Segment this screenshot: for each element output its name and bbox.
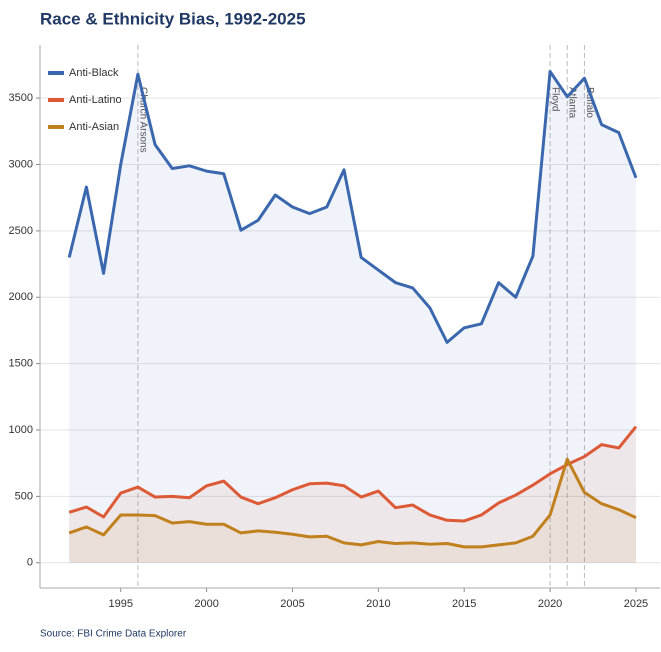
source: Source: FBI Crime Data Explorer bbox=[40, 629, 187, 640]
legend-label: Anti-Latino bbox=[69, 94, 122, 106]
series-line bbox=[67, 70, 638, 344]
y-tick-label: 1500 bbox=[9, 358, 33, 370]
x-tick-label: 1995 bbox=[108, 598, 132, 610]
y-tick-label: 2500 bbox=[9, 225, 33, 237]
y-tick-label: 2000 bbox=[9, 291, 33, 303]
annotation-label: Church Arsons bbox=[137, 87, 148, 153]
series-line bbox=[68, 457, 637, 549]
area bbox=[69, 71, 636, 563]
x-tick-label: 2000 bbox=[194, 598, 218, 610]
area bbox=[69, 459, 636, 563]
x-tick-label: 2005 bbox=[280, 598, 304, 610]
x-tick-label: 2020 bbox=[538, 598, 562, 610]
y-tick-label: 1000 bbox=[9, 424, 33, 436]
annotation-label: Floyd bbox=[549, 87, 560, 111]
chart-title: Race & Ethnicity Bias, 1992-2025 bbox=[40, 9, 306, 28]
annotation-label: Buffalo bbox=[584, 87, 595, 118]
legend-label: Anti-Black bbox=[69, 67, 119, 79]
x-tick-label: 2015 bbox=[452, 598, 476, 610]
series-line bbox=[68, 425, 638, 523]
x-tick-label: 2010 bbox=[366, 598, 390, 610]
annotation-label: Atlanta bbox=[567, 87, 578, 119]
legend-label: Anti-Asian bbox=[69, 121, 119, 133]
y-tick-label: 3500 bbox=[9, 92, 33, 104]
x-tick-label: 2025 bbox=[624, 598, 648, 610]
y-tick-label: 0 bbox=[27, 557, 33, 569]
y-tick-label: 3000 bbox=[9, 158, 33, 170]
area bbox=[69, 426, 636, 563]
y-tick-label: 500 bbox=[15, 490, 33, 502]
